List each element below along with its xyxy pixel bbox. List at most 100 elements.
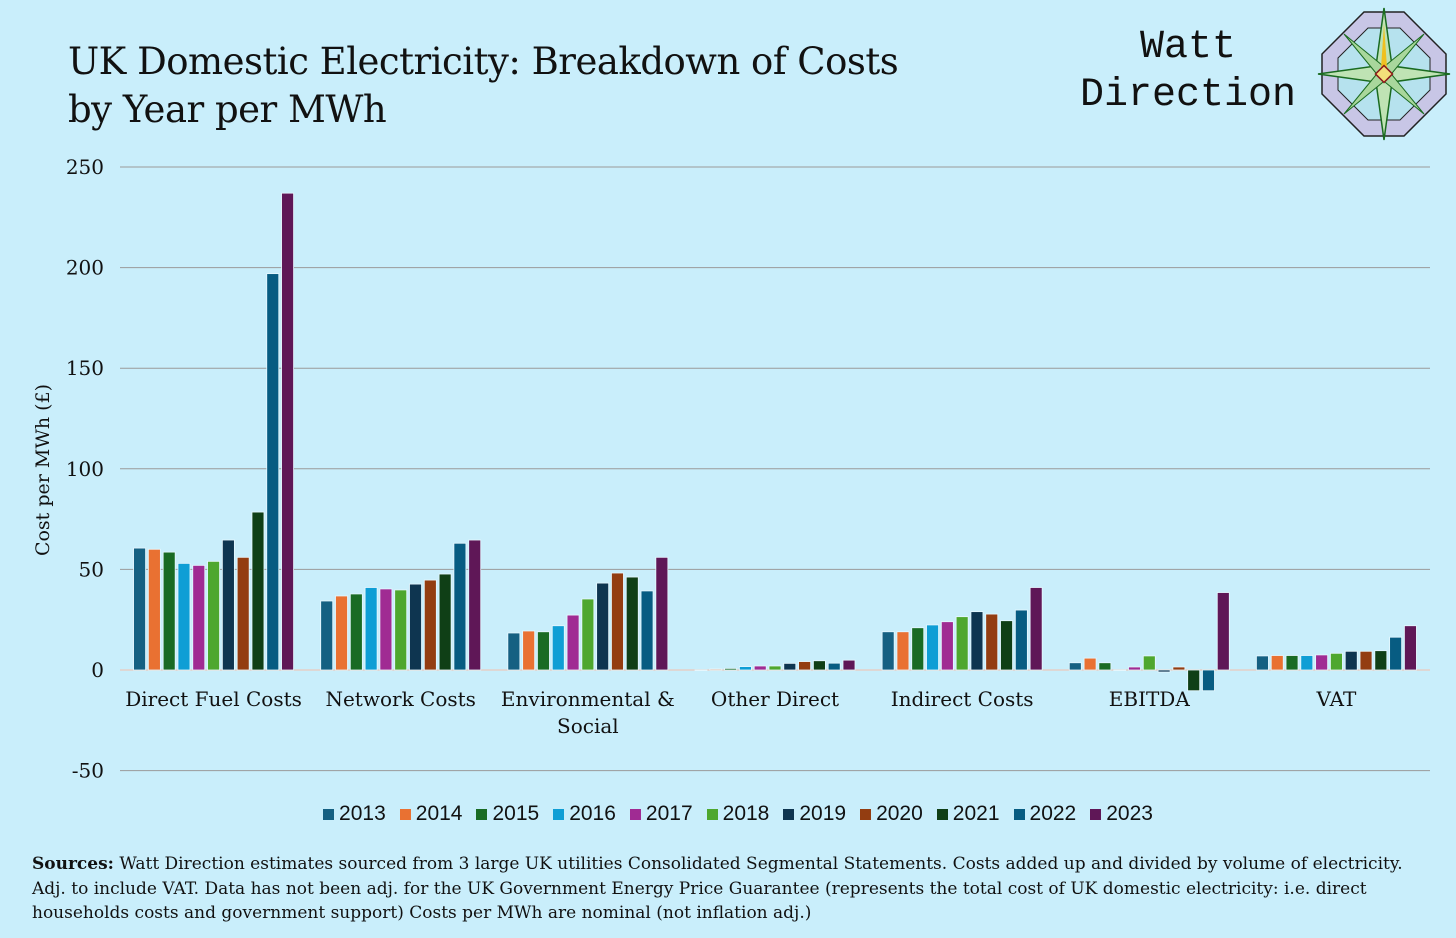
legend-label: 2013	[339, 802, 386, 825]
bar-2016	[739, 666, 752, 671]
bar-2013	[694, 669, 708, 671]
bar-2015	[537, 631, 550, 671]
bar-2018	[768, 665, 782, 671]
legend-label: 2020	[876, 802, 923, 825]
bar-2017	[192, 564, 206, 671]
legend-item-2015: 2015	[476, 802, 539, 826]
bar-2022	[1202, 669, 1215, 692]
bar-2016	[364, 587, 378, 671]
y-tick-label: -50	[72, 759, 104, 783]
bar-2021	[625, 576, 639, 671]
legend-item-2017: 2017	[629, 802, 693, 826]
legend-item-2014: 2014	[399, 802, 463, 826]
y-tick-label: 200	[66, 256, 104, 280]
bar-2014	[896, 631, 910, 671]
bar-2020	[798, 661, 811, 671]
bar-2013	[320, 600, 334, 671]
legend-item-2018: 2018	[706, 802, 770, 826]
logo-line-2: Direction	[1079, 73, 1297, 118]
bar-2017	[566, 614, 580, 671]
bar-2015	[1285, 655, 1299, 671]
legend-swatch	[860, 808, 872, 820]
legend-item-2019: 2019	[783, 802, 846, 826]
bar-2015	[349, 593, 363, 671]
bar-2018	[1142, 655, 1156, 671]
bar-2014	[335, 595, 348, 671]
legend-label: 2015	[492, 802, 540, 825]
bar-2016	[926, 624, 939, 671]
bar-2014	[1083, 657, 1097, 671]
bar-2013	[1068, 662, 1082, 671]
legend-swatch	[936, 808, 948, 820]
bar-2021	[1187, 669, 1201, 692]
bar-2019	[596, 582, 610, 671]
compass-logo-icon	[1317, 7, 1451, 141]
bar-2020	[1172, 666, 1186, 671]
legend-item-2013: 2013	[323, 802, 386, 826]
bar-2020	[611, 572, 624, 671]
bar-2015	[1098, 662, 1112, 671]
logo-text: Watt Direction	[1066, 24, 1310, 120]
bar-2020	[236, 556, 250, 671]
legend-item-2020: 2020	[860, 802, 923, 826]
bar-chart: -50 0 50 100 150 200 250 Direct Fuel Costs Netwo…	[32, 155, 1430, 783]
sources-text: Watt Direction estimates sourced from 3 …	[32, 854, 1403, 923]
x-tick-label: Environmental &	[501, 687, 675, 711]
x-tick-label: EBITDA	[1109, 687, 1191, 711]
legend-label: 2019	[799, 802, 847, 825]
legend-label: 2016	[569, 802, 616, 825]
chart-title: UK Domestic Electricity: Breakdown of Co…	[68, 38, 899, 134]
bar-2019	[1157, 669, 1171, 673]
bar-2022	[1014, 609, 1028, 671]
y-axis-label: Cost per MWh (£)	[32, 384, 54, 556]
bar-2016	[1300, 655, 1314, 671]
bar-2019	[783, 662, 797, 671]
bar-2019	[221, 539, 235, 671]
bar-2015	[911, 627, 925, 671]
bar-2018	[394, 589, 408, 671]
bar-2018	[1330, 652, 1343, 671]
y-tick-label: 250	[66, 155, 104, 179]
legend-label: 2018	[722, 802, 770, 825]
x-tick-label: VAT	[1316, 687, 1357, 711]
legend-label: 2022	[1029, 802, 1077, 825]
bar-2020	[985, 613, 999, 671]
title-line-2: by Year per MWh	[68, 88, 387, 131]
bar-2020	[423, 579, 437, 671]
legend-item-2021: 2021	[936, 802, 1000, 826]
bar-2021	[251, 511, 265, 671]
legend: 2013 2014 2015 2016 2017 2018 2019 2020 2021 2022…	[0, 802, 1456, 826]
bar-2017	[753, 665, 767, 671]
legend-item-2023: 2023	[1090, 802, 1153, 826]
bar-2014	[147, 548, 161, 671]
bar-2022	[640, 590, 654, 671]
sources-note: Sources: Watt Direction estimates source…	[32, 852, 1432, 926]
x-tick-label: Network Costs	[325, 687, 475, 711]
sources-label: Sources:	[32, 854, 114, 874]
legend-label: 2021	[952, 802, 1000, 825]
x-tick-label: Social	[557, 714, 619, 738]
bar-2013	[507, 632, 521, 671]
legend-swatch	[399, 808, 411, 820]
legend-swatch	[783, 808, 795, 820]
bar-2013	[1256, 655, 1269, 671]
bar-2018	[955, 616, 969, 671]
bar-2013	[881, 631, 895, 671]
bar-2023	[468, 539, 482, 671]
legend-label: 2014	[415, 802, 463, 825]
bar-2023	[281, 192, 294, 671]
bar-2019	[1344, 650, 1358, 671]
bar-2019	[970, 611, 984, 671]
bar-2017	[940, 621, 954, 671]
bar-2018	[207, 560, 220, 671]
y-tick-label: 150	[66, 356, 104, 380]
bar-2017	[1128, 666, 1141, 671]
bar-2016	[551, 625, 565, 671]
bar-2017	[1315, 654, 1329, 671]
x-tick-label: Other Direct	[711, 687, 839, 711]
legend-swatch	[476, 808, 488, 820]
legend-label: 2017	[645, 802, 693, 825]
bar-2020	[1359, 650, 1373, 671]
bar-2021	[438, 573, 452, 671]
bar-2023	[655, 556, 669, 671]
